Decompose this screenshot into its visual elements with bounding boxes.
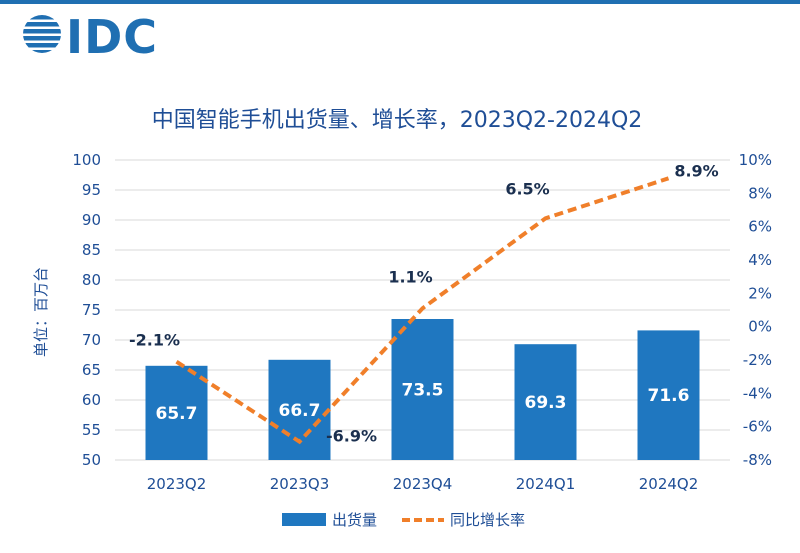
y-tick-label: 100 [72,151,101,169]
line-point-label: 1.1% [388,267,432,286]
top-rule [0,0,800,4]
y-axis-ticks: 100 95 90 85 80 75 70 65 60 55 50 [72,151,101,469]
growth-line [175,176,670,445]
bar-value-label: 65.7 [156,404,198,424]
y2-tick-label: -2% [743,351,772,369]
x-category-label: 2023Q3 [270,475,330,493]
y-tick-label: 95 [82,181,101,199]
y2-tick-label: 6% [748,218,772,236]
y-tick-label: 50 [82,451,101,469]
y2-tick-label: -6% [743,418,772,436]
x-axis-categories: 2023Q2 2023Q3 2023Q4 2024Q1 2024Q2 [147,475,699,493]
y2-tick-label: 10% [739,151,772,169]
y2-tick-label: 2% [748,284,772,302]
y-tick-label: 80 [82,271,101,289]
legend-label-line: 同比增长率 [450,511,525,529]
y-axis-label: 单位：百万台 [32,267,50,357]
line-series: -2.1% -6.9% 1.1% 6.5% 8.9% [129,161,719,445]
y2-tick-label: 4% [748,251,772,269]
line-point-label: 8.9% [674,161,718,180]
idc-logo: IDC [22,10,182,64]
line-point-label: -2.1% [129,331,180,350]
bar [514,344,577,460]
y-tick-label: 55 [82,421,101,439]
y-tick-label: 75 [82,301,101,319]
legend-label-bar: 出货量 [332,511,377,529]
y2-axis-ticks: 10% 8% 6% 4% 2% 0% -2% -4% -6% -8% [739,151,772,469]
y2-tick-label: -8% [743,451,772,469]
y-tick-label: 65 [82,361,101,379]
bar-value-label: 71.6 [648,386,690,406]
bar [391,319,454,460]
legend: 出货量 同比增长率 [282,511,525,529]
chart-title: 中国智能手机出货量、增长率，2023Q2-2024Q2 [152,108,643,133]
bar [637,330,700,460]
y-tick-label: 60 [82,391,101,409]
line-point-label: -6.9% [326,427,377,446]
x-category-label: 2023Q2 [147,475,207,493]
x-category-label: 2023Q4 [393,475,453,493]
y2-tick-label: 8% [748,184,772,202]
y-tick-label: 90 [82,211,101,229]
x-category-label: 2024Q1 [516,475,576,493]
x-category-label: 2024Q2 [639,475,699,493]
bar [145,365,208,460]
logo-text: IDC [66,10,159,64]
legend-swatch-bar [282,513,326,526]
bar-value-label: 66.7 [279,401,321,421]
bar-value-label: 69.3 [525,393,567,413]
bar-value-label: 73.5 [402,381,444,401]
line-point-label: 6.5% [505,179,549,198]
y2-tick-label: 0% [748,318,772,336]
y2-tick-label: -4% [743,384,772,402]
globe-icon [23,15,61,53]
y-tick-label: 70 [82,331,101,349]
y-tick-label: 85 [82,241,101,259]
